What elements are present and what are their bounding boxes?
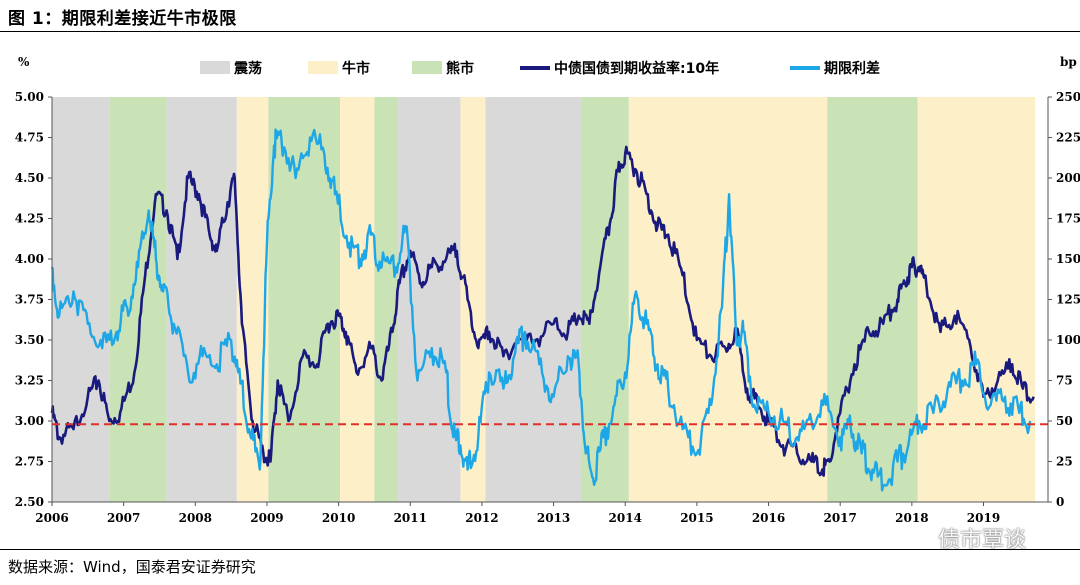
chat-bubble-icon	[902, 527, 931, 548]
regime-band	[340, 97, 375, 502]
regime-band	[485, 97, 581, 502]
left-tick-label: 2.75	[15, 455, 44, 469]
x-tick-label: 2006	[35, 511, 68, 525]
right-tick-label: 200	[1056, 171, 1080, 185]
left-tick-label: 4.25	[15, 212, 44, 226]
regime-band	[268, 97, 341, 502]
x-tick-label: 2011	[394, 511, 427, 525]
x-tick-label: 2013	[537, 511, 570, 525]
legend-swatch	[200, 61, 230, 74]
legend-label: 牛市	[342, 60, 370, 77]
regime-band	[460, 97, 486, 502]
watermark: 债市覃谈	[902, 522, 1026, 554]
x-tick-label: 2009	[250, 511, 283, 525]
left-tick-label: 2.50	[15, 495, 44, 509]
legend-label: 震荡	[233, 60, 262, 77]
left-tick-label: 3.50	[15, 333, 44, 347]
x-tick-label: 2012	[465, 511, 498, 525]
regime-band	[166, 97, 237, 502]
right-tick-label: 100	[1056, 333, 1080, 347]
regime-band	[374, 97, 399, 502]
regime-band	[52, 97, 110, 502]
right-tick-label: 125	[1056, 293, 1080, 307]
left-tick-label: 3.00	[15, 414, 44, 428]
x-tick-label: 2016	[752, 511, 785, 525]
source-note: 数据来源：Wind，国泰君安证券研究	[8, 558, 256, 576]
right-tick-label: 50	[1056, 414, 1073, 428]
left-tick-label: 4.75	[15, 131, 44, 145]
left-tick-label: 4.50	[15, 171, 44, 185]
right-tick-label: 25	[1056, 455, 1073, 469]
regime-band	[398, 97, 461, 502]
x-tick-label: 2007	[107, 511, 140, 525]
x-tick-label: 2015	[680, 511, 713, 525]
legend-label: 熊市	[446, 60, 474, 77]
left-tick-label: 5.00	[15, 90, 44, 104]
title-rule	[0, 31, 1080, 32]
regime-bands	[52, 97, 1036, 502]
left-tick-label: 3.25	[15, 374, 44, 388]
series-lines	[50, 128, 1035, 492]
right-tick-label: 250	[1056, 90, 1080, 104]
x-tick-label: 2019	[967, 511, 1000, 525]
figure-title: 图 1：期限利差接近牛市极限	[8, 9, 237, 29]
left-tick-label: 3.75	[15, 293, 44, 307]
legend-label: 期限利差	[824, 60, 880, 77]
right-tick-label: 150	[1056, 252, 1080, 266]
axes: 5.00 4.75 4.50 4.25 4.00 3.75 3.50 3.25 3.00 2.75…	[15, 55, 1080, 525]
legend-swatch	[308, 61, 338, 74]
x-tick-label: 2008	[179, 511, 212, 525]
right-tick-label: 175	[1056, 212, 1080, 226]
legend: 震荡 牛市 熊市 中债国债到期收益率:10年 期限利差	[200, 60, 880, 77]
x-tick-label: 2018	[895, 511, 928, 525]
right-tick-label: 75	[1056, 374, 1073, 388]
x-tick-label: 2014	[609, 511, 642, 525]
left-tick-label: 4.00	[15, 252, 44, 266]
x-tick-label: 2017	[823, 511, 856, 525]
right-tick-label: 0	[1056, 495, 1064, 509]
legend-label: 中债国债到期收益率:10年	[554, 60, 719, 77]
watermark-text: 债市覃谈	[938, 528, 1027, 553]
series-line	[50, 128, 1032, 492]
left-unit-label: %	[18, 55, 30, 69]
regime-band	[109, 97, 167, 502]
regime-band	[628, 97, 828, 502]
x-tick-label: 2010	[322, 511, 355, 525]
legend-swatch	[412, 61, 442, 74]
right-unit-label: bp	[1060, 55, 1077, 69]
regime-band	[917, 97, 1036, 502]
right-tick-label: 225	[1056, 131, 1080, 145]
source-rule	[0, 549, 1080, 550]
